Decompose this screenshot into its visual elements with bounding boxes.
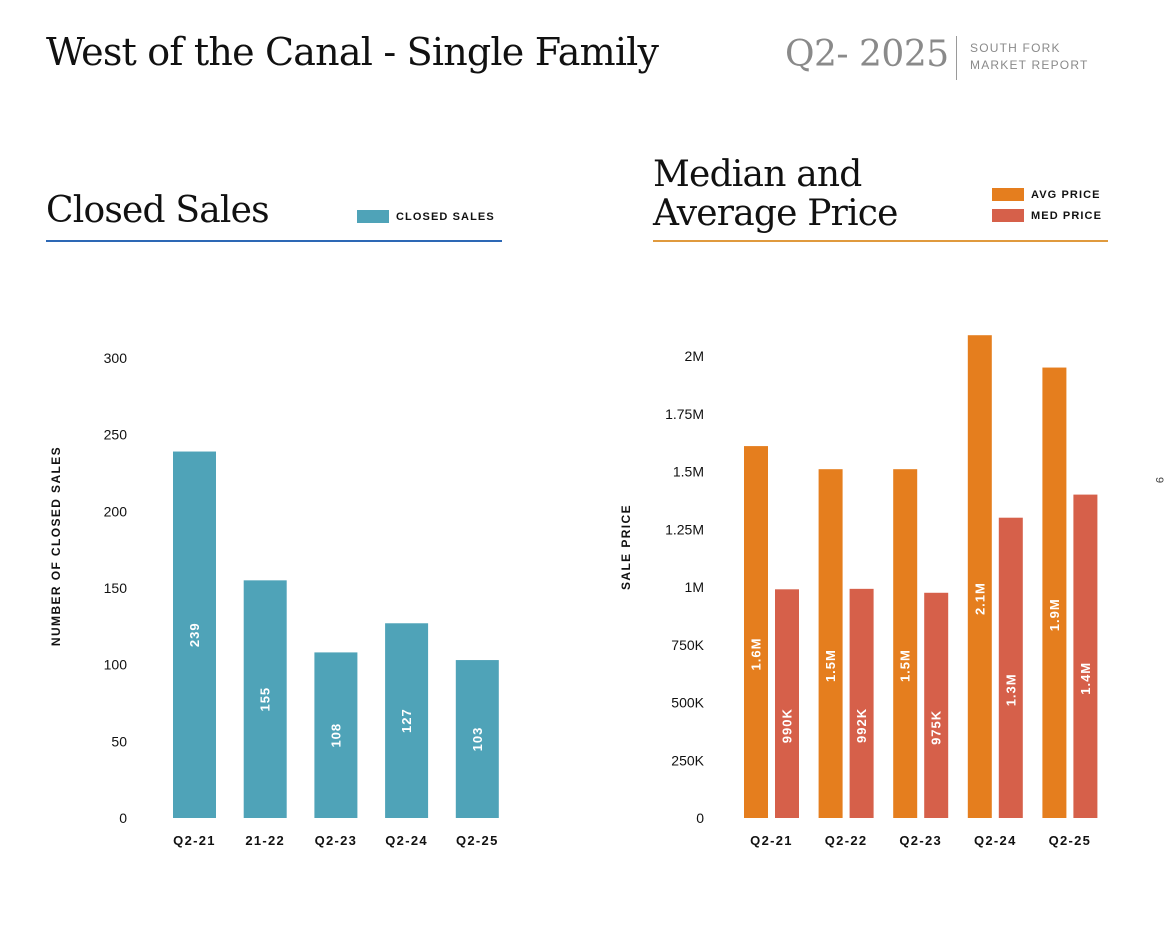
closed-sales-data-label: 155 [258, 687, 273, 712]
price-bar [849, 588, 874, 818]
price-data-label: 1.5M [898, 649, 913, 682]
price-data-label: 1.9M [1047, 598, 1062, 631]
price-data-label: 992K [854, 708, 869, 743]
price-y-axis-label: SALE PRICE [619, 504, 633, 590]
closed-sales-ytick-label: 200 [104, 503, 128, 519]
price-data-label: 2.1M [972, 582, 987, 615]
avg-price-legend: AVG PRICE [992, 188, 1101, 201]
closed-sales-data-label: 127 [399, 708, 414, 733]
closed-sales-x-tick-label: Q2-24 [385, 833, 428, 848]
price-bar [924, 592, 949, 818]
closed-sales-y-axis-label: NUMBER OF CLOSED SALES [49, 446, 63, 646]
price-bar [1042, 367, 1067, 818]
price-x-tick-label: Q2-25 [1049, 833, 1092, 848]
price-data-label: 1.3M [1003, 673, 1018, 706]
report-name-line1: SOUTH FORK [970, 41, 1061, 55]
price-x-tick-label: Q2-22 [825, 833, 868, 848]
price-ytick-label: 1.75M [665, 406, 704, 422]
closed-sales-ytick-label: 250 [104, 427, 128, 443]
closed-sales-bar [314, 652, 358, 818]
price-data-label: 990K [780, 708, 795, 743]
price-bar [744, 446, 768, 818]
closed-sales-ytick-label: 150 [104, 580, 128, 596]
price-bar [893, 469, 918, 818]
price-bar [998, 517, 1023, 818]
med-price-legend-label: MED PRICE [1031, 209, 1103, 222]
closed-sales-bar [385, 623, 429, 818]
closed-sales-legend-label: CLOSED SALES [396, 210, 495, 223]
closed-sales-data-label: 239 [187, 622, 202, 647]
closed-sales-x-tick-label: 21-22 [245, 833, 285, 848]
price-ytick-label: 1.5M [673, 464, 704, 480]
page-title: West of the Canal - Single Family [46, 30, 659, 74]
price-chart-title-line2: Average Price [653, 193, 898, 234]
price-ytick-label: 750K [671, 637, 704, 653]
price-ytick-label: 0 [696, 810, 704, 826]
price-data-label: 975K [929, 710, 944, 745]
avg-price-legend-swatch [992, 188, 1024, 201]
price-ytick-label: 500K [671, 695, 704, 711]
price-data-label: 1.5M [823, 649, 838, 682]
price-x-tick-label: Q2-21 [750, 833, 793, 848]
header-divider [956, 36, 957, 80]
price-bar [1073, 494, 1098, 818]
med-price-legend-swatch [992, 209, 1024, 222]
price-chart-title-line1: Median and [653, 154, 862, 195]
price-bar [967, 335, 992, 818]
avg-price-legend-label: AVG PRICE [1031, 188, 1101, 201]
price-ytick-label: 250K [671, 752, 704, 768]
report-name-line2: MARKET REPORT [970, 58, 1089, 72]
price-data-label: 1.4M [1078, 662, 1093, 695]
closed-sales-bar [455, 660, 499, 818]
report-quarter: Q2- 2025 [785, 34, 949, 75]
price-bar [775, 589, 799, 818]
price-chart-rule [653, 240, 1108, 242]
closed-sales-x-tick-label: Q2-23 [315, 833, 358, 848]
closed-sales-data-label: 108 [328, 723, 343, 748]
price-ytick-label: 1.25M [665, 521, 704, 537]
closed-sales-bar [243, 580, 287, 818]
price-x-tick-label: Q2-23 [899, 833, 942, 848]
price-data-label: 1.6M [749, 638, 764, 671]
closed-sales-title: Closed Sales [46, 190, 270, 231]
closed-sales-x-tick-label: Q2-25 [456, 833, 499, 848]
closed-sales-legend-swatch [357, 210, 389, 223]
closed-sales-ytick-label: 50 [111, 733, 127, 749]
price-ytick-label: 1M [685, 579, 704, 595]
closed-sales-rule [46, 240, 502, 242]
closed-sales-data-label: 103 [470, 727, 485, 752]
report-name: SOUTH FORK MARKET REPORT [970, 40, 1089, 74]
price-chart-title: Median and Average Price [653, 155, 898, 233]
closed-sales-bar [173, 451, 216, 818]
closed-sales-ytick-label: 0 [119, 810, 127, 826]
closed-sales-x-tick-label: Q2-21 [173, 833, 216, 848]
med-price-legend: MED PRICE [992, 209, 1102, 222]
closed-sales-ytick-label: 100 [104, 657, 128, 673]
price-ytick-label: 2M [685, 348, 704, 364]
price-bar [818, 469, 843, 818]
price-x-tick-label: Q2-24 [974, 833, 1017, 848]
closed-sales-ytick-label: 300 [104, 350, 128, 366]
closed-sales-legend: CLOSED SALES [357, 210, 495, 223]
